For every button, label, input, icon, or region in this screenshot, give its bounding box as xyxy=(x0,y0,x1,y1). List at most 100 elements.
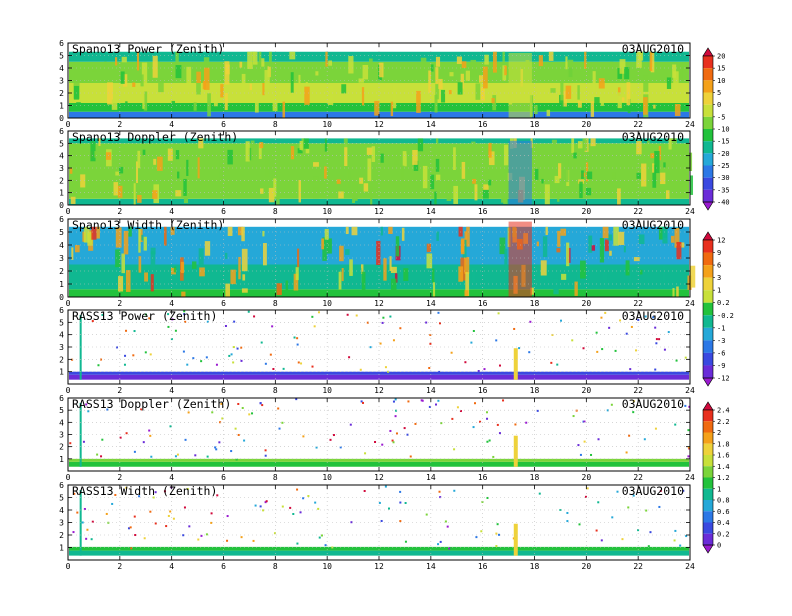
heatmap-cell xyxy=(237,226,243,236)
heatmap-cell xyxy=(260,58,265,67)
heatmap-dot xyxy=(186,363,189,366)
heatmap-cell xyxy=(609,250,612,256)
heatmap-event xyxy=(513,523,518,556)
heatmap-cell xyxy=(143,91,148,111)
heatmap-cell xyxy=(336,179,341,184)
heatmap-dot xyxy=(224,324,227,327)
heatmap-dot xyxy=(216,494,219,497)
heatmap-dot xyxy=(502,399,505,402)
colorbar-label: 15 xyxy=(717,65,725,73)
heatmap-cell xyxy=(643,75,649,92)
heatmap-dot xyxy=(296,488,299,491)
colorbar-label: 9 xyxy=(717,249,721,257)
heatmap-cell xyxy=(631,77,636,82)
x-axis: 0 2 4 6 8 10 12 14 16 18 20 22 24 xyxy=(66,310,695,395)
heatmap-dot xyxy=(429,342,432,345)
heatmap-cell xyxy=(551,139,557,159)
heatmap-cell xyxy=(557,188,560,202)
heatmap-dot xyxy=(71,358,74,361)
heatmap-dot xyxy=(281,505,284,508)
heatmap-cell xyxy=(290,146,295,160)
heatmap-cell xyxy=(150,251,156,270)
heatmap-cell xyxy=(199,267,205,277)
heatmap-cell xyxy=(152,190,158,199)
heatmap-cell xyxy=(628,270,632,286)
heatmap-cell xyxy=(557,230,561,247)
heatmap-cell xyxy=(276,283,282,296)
heatmap-cell xyxy=(347,170,351,188)
y-tick-label: 1 xyxy=(59,544,64,553)
heatmap-dot xyxy=(496,423,499,426)
heatmap-dot xyxy=(635,349,638,352)
heatmap-dot xyxy=(399,501,402,504)
heatmap-dot xyxy=(654,326,657,329)
heatmap-cell xyxy=(388,226,393,234)
x-tick-label: 20 xyxy=(582,299,592,308)
heatmap-cell xyxy=(590,101,595,117)
heatmap-cell xyxy=(125,169,131,179)
heatmap-dot xyxy=(425,513,428,516)
heatmap-cell xyxy=(426,253,433,269)
heatmap-dot xyxy=(133,330,136,333)
heatmap-dot xyxy=(129,526,132,529)
heatmap-dot xyxy=(630,325,633,328)
x-tick-label: 20 xyxy=(582,207,592,216)
heatmap-dot xyxy=(674,529,677,532)
heatmap-cell xyxy=(670,138,674,161)
heatmap-dot xyxy=(528,351,531,354)
heatmap-dot xyxy=(579,453,582,456)
heatmap-event xyxy=(513,348,518,380)
heatmap-cell xyxy=(636,140,642,155)
heatmap-dot xyxy=(226,539,229,542)
colorbar-segment xyxy=(703,466,713,478)
heatmap-cell xyxy=(474,184,478,201)
x-tick-label: 22 xyxy=(633,386,643,395)
heatmap-cell xyxy=(530,287,534,295)
heatmap-bands xyxy=(69,458,689,467)
heatmap-cell xyxy=(325,51,328,67)
heatmap-dot xyxy=(264,501,267,504)
heatmap-dot xyxy=(474,402,477,405)
heatmap-dot xyxy=(241,406,244,409)
heatmap-cell xyxy=(475,83,481,100)
heatmap-cell xyxy=(285,280,289,290)
heatmap-cell xyxy=(689,175,694,195)
heatmap-cell xyxy=(602,271,608,287)
heatmap-cell xyxy=(482,189,489,199)
heatmap-dot xyxy=(582,347,585,350)
y-tick-label: 3 xyxy=(59,431,64,440)
heatmap-cell xyxy=(204,67,210,90)
heatmap-cell xyxy=(401,227,405,241)
heatmap-cell xyxy=(196,71,201,83)
heatmap-dot xyxy=(608,326,611,329)
colorbar-1: 20 15 10 5 0 -5 -10 -15 -20 -25 -30 -35 -40 xyxy=(702,47,730,211)
heatmap-cell xyxy=(470,59,477,78)
heatmap-cell xyxy=(69,168,73,174)
heatmap-cell xyxy=(115,227,122,248)
x-tick-label: 12 xyxy=(374,386,384,395)
heatmap-cell xyxy=(299,140,303,150)
x-tick-label: 16 xyxy=(478,207,488,216)
heatmap-dot xyxy=(230,353,233,356)
heatmap-band xyxy=(69,51,689,62)
heatmap-cell xyxy=(435,76,439,100)
heatmap-cell xyxy=(198,248,204,266)
heatmap-cell xyxy=(71,247,74,260)
heatmap-dot xyxy=(477,370,480,373)
heatmap-cell xyxy=(654,151,660,174)
heatmap-cell xyxy=(590,138,596,147)
y-tick-label: 6 xyxy=(59,127,64,136)
heatmap-cell xyxy=(141,234,144,241)
heatmap-dot xyxy=(184,320,187,323)
x-tick-label: 10 xyxy=(322,473,332,482)
heatmap-cell xyxy=(136,51,140,71)
heatmap-band xyxy=(69,83,689,103)
heatmap-dot xyxy=(513,327,516,330)
x-tick-label: 12 xyxy=(374,299,384,308)
heatmap-cell xyxy=(175,65,182,79)
heatmap-cell xyxy=(324,166,327,179)
heatmap-dot xyxy=(119,436,122,439)
heatmap-dot xyxy=(115,346,118,349)
heatmap-dot xyxy=(389,315,392,318)
